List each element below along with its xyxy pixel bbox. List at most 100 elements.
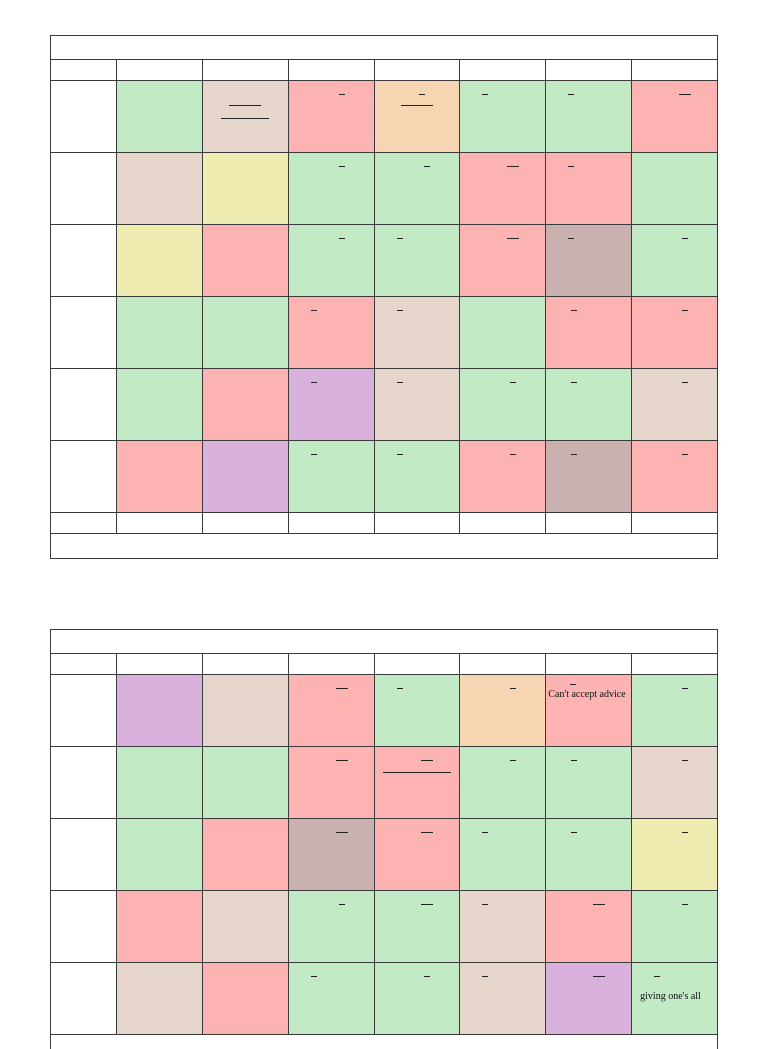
- table-note-row: [51, 534, 717, 558]
- table-row: giving one's all: [51, 963, 718, 1035]
- color-cell: [546, 441, 633, 512]
- table-row: [51, 225, 718, 297]
- color-cell: [546, 819, 633, 890]
- header-cell: [203, 654, 289, 674]
- color-cell: [460, 891, 547, 962]
- header-cell: [117, 60, 203, 80]
- header-cell: [375, 60, 461, 80]
- row-label-cell: [51, 81, 117, 152]
- cell-note-text: giving one's all: [640, 991, 701, 1002]
- color-cell: [117, 297, 203, 368]
- color-cell: [117, 441, 203, 512]
- color-cell: [460, 369, 547, 440]
- row-label-cell: [51, 747, 117, 818]
- color-cell: [546, 225, 633, 296]
- color-cell: [117, 819, 203, 890]
- header-cell: [117, 654, 203, 674]
- color-cell: [374, 675, 461, 746]
- color-cell: [374, 963, 461, 1034]
- color-cell: [202, 441, 289, 512]
- color-cell: [546, 297, 633, 368]
- table-row: [51, 747, 718, 819]
- color-cell: [546, 369, 633, 440]
- footer-cell: [632, 513, 717, 533]
- color-cell: [546, 963, 633, 1034]
- color-cell: [460, 675, 547, 746]
- color-cell: [374, 747, 461, 818]
- cell-note-text: Can't accept advice: [548, 689, 626, 700]
- table-footer-row: [51, 513, 717, 534]
- calendar-table-1: [50, 35, 718, 559]
- header-cell: [460, 654, 547, 674]
- header-cell: [375, 654, 461, 674]
- table-header-row: [51, 654, 717, 675]
- table-row: [51, 369, 718, 441]
- color-cell: [632, 819, 718, 890]
- color-cell: [202, 81, 289, 152]
- header-cell: [289, 654, 375, 674]
- row-label-cell: [51, 441, 117, 512]
- color-cell: [632, 225, 718, 296]
- color-cell: [460, 819, 547, 890]
- header-cell: [460, 60, 547, 80]
- color-cell: [117, 675, 203, 746]
- color-cell: [546, 747, 633, 818]
- row-label-cell: [51, 225, 117, 296]
- color-cell: [460, 297, 547, 368]
- color-cell: [374, 369, 461, 440]
- color-cell: [202, 225, 289, 296]
- row-label-cell: [51, 153, 117, 224]
- row-label-cell: [51, 369, 117, 440]
- footer-cell: [117, 513, 203, 533]
- color-cell: [202, 153, 289, 224]
- color-cell: [202, 675, 289, 746]
- color-cell: [460, 81, 547, 152]
- color-cell: [374, 891, 461, 962]
- footer-cell: [289, 513, 375, 533]
- color-cell: [288, 819, 375, 890]
- color-cell: [632, 747, 718, 818]
- header-cell: [546, 60, 633, 80]
- color-cell: [632, 153, 718, 224]
- color-cell: [632, 297, 718, 368]
- table-row: [51, 297, 718, 369]
- footer-cell: [203, 513, 289, 533]
- color-cell: [288, 225, 375, 296]
- color-cell: [117, 963, 203, 1034]
- table-row: [51, 891, 718, 963]
- color-cell: [117, 81, 203, 152]
- color-cell: [202, 297, 289, 368]
- footer-cell: [546, 513, 633, 533]
- color-cell: [202, 963, 289, 1034]
- color-cell: [288, 369, 375, 440]
- header-cell: [632, 654, 717, 674]
- color-cell: [374, 819, 461, 890]
- color-cell: [288, 891, 375, 962]
- color-cell: [374, 153, 461, 224]
- color-cell: [202, 891, 289, 962]
- color-cell: [632, 441, 718, 512]
- header-cell: [632, 60, 717, 80]
- color-cell: [460, 153, 547, 224]
- table-row: Can't accept advice: [51, 675, 718, 747]
- color-cell: [374, 81, 461, 152]
- table-header-row: [51, 60, 717, 81]
- color-cell: [288, 441, 375, 512]
- table-title-row: [51, 36, 717, 60]
- color-cell: [632, 81, 718, 152]
- color-cell: [288, 675, 375, 746]
- color-cell: [117, 747, 203, 818]
- footer-cell: [375, 513, 461, 533]
- table-row: [51, 441, 718, 513]
- color-cell: [288, 297, 375, 368]
- color-cell: [460, 441, 547, 512]
- color-cell: giving one's all: [632, 963, 718, 1034]
- table-row: [51, 81, 718, 153]
- color-cell: [546, 891, 633, 962]
- color-cell: [288, 153, 375, 224]
- footer-cell: [460, 513, 547, 533]
- color-cell: [632, 369, 718, 440]
- row-label-cell: [51, 891, 117, 962]
- header-cell: [546, 654, 633, 674]
- row-label-cell: [51, 675, 117, 746]
